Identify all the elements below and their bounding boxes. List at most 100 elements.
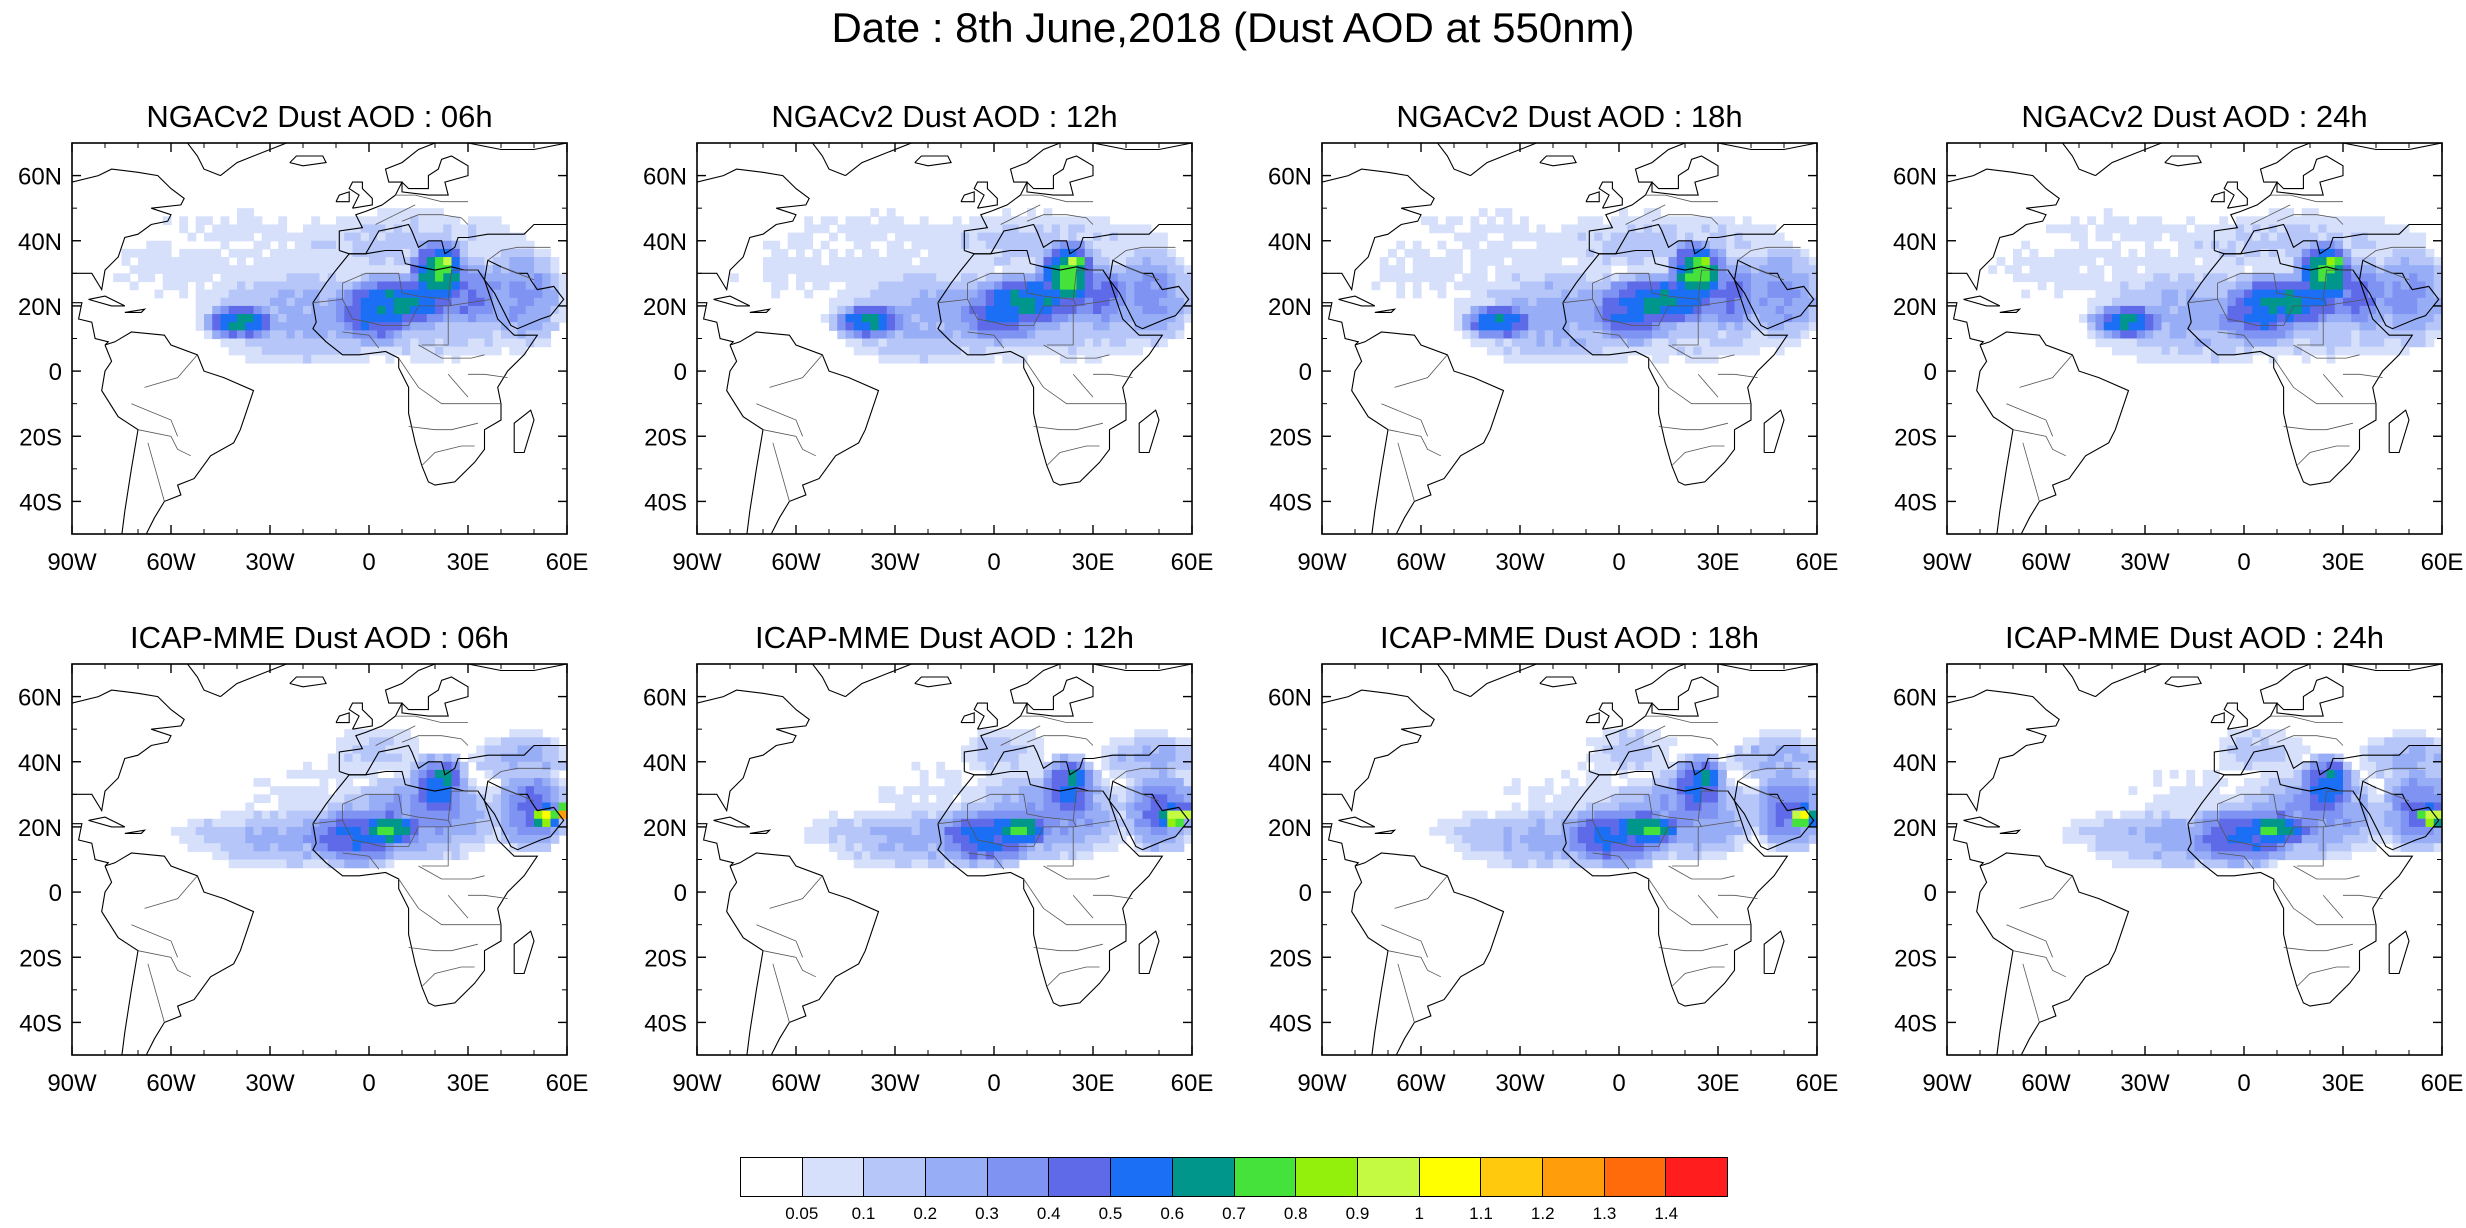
lon-tick-label: 60W [2021, 1070, 2071, 1097]
lon-tick-label: 30W [245, 549, 295, 576]
lat-tick-label: 20N [18, 815, 62, 842]
lon-tick-label: 90W [1922, 549, 1972, 576]
lat-tick-label: 40S [19, 489, 62, 516]
lat-tick-label: 40N [1268, 750, 1312, 777]
colorbar-box [741, 1158, 803, 1196]
lat-tick-label: 20S [1269, 424, 1312, 451]
lat-tick-label: 0 [674, 880, 687, 907]
lat-tick-label: 20N [1268, 815, 1312, 842]
panel-title: ICAP-MME Dust AOD : 18h [1380, 620, 1759, 655]
lon-tick-label: 0 [987, 1070, 1000, 1097]
lat-tick-label: 40S [1894, 1010, 1937, 1037]
lat-tick-label: 40N [1268, 229, 1312, 256]
lon-tick-label: 90W [1922, 1070, 1972, 1097]
colorbar-label: 0.2 [913, 1204, 937, 1224]
colorbar [740, 1157, 1728, 1197]
lon-tick-label: 60W [771, 549, 821, 576]
lon-tick-label: 60E [1796, 549, 1839, 576]
lon-tick-label: 30E [1697, 549, 1740, 576]
colorbar-label: 1.2 [1531, 1204, 1555, 1224]
lon-tick-label: 30W [1495, 549, 1545, 576]
lat-tick-label: 40S [644, 489, 687, 516]
lat-tick-label: 20S [1894, 945, 1937, 972]
lon-tick-label: 30W [2120, 549, 2170, 576]
colorbar-box [1666, 1158, 1727, 1196]
lat-tick-label: 60N [18, 685, 62, 712]
lat-tick-label: 40N [18, 229, 62, 256]
lon-tick-label: 30E [2322, 1070, 2365, 1097]
lat-tick-label: 40S [1269, 1010, 1312, 1037]
lat-tick-label: 40S [19, 1010, 62, 1037]
lon-tick-label: 30E [1072, 549, 1115, 576]
colorbar-box [988, 1158, 1050, 1196]
lat-tick-label: 20S [644, 945, 687, 972]
lat-tick-label: 60N [1893, 164, 1937, 191]
lon-tick-label: 0 [2237, 1070, 2250, 1097]
panel-title: ICAP-MME Dust AOD : 24h [2005, 620, 2384, 655]
colorbar-box [926, 1158, 988, 1196]
lon-tick-label: 60W [146, 1070, 196, 1097]
lat-tick-label: 20N [643, 294, 687, 321]
panel-title: NGACv2 Dust AOD : 18h [1396, 99, 1742, 134]
panel-title: ICAP-MME Dust AOD : 12h [755, 620, 1134, 655]
colorbar-box [803, 1158, 865, 1196]
lat-tick-label: 60N [1893, 685, 1937, 712]
colorbar-box [864, 1158, 926, 1196]
colorbar-box [1296, 1158, 1358, 1196]
colorbar-label: 0.9 [1346, 1204, 1370, 1224]
lat-tick-label: 0 [1299, 880, 1312, 907]
lon-tick-label: 60E [546, 549, 589, 576]
lat-tick-label: 20N [1893, 815, 1937, 842]
panel-title: ICAP-MME Dust AOD : 06h [130, 620, 509, 655]
colorbar-label: 0.7 [1222, 1204, 1246, 1224]
lon-tick-label: 60E [1171, 549, 1214, 576]
colorbar-box [1173, 1158, 1235, 1196]
colorbar-label: 0.1 [852, 1204, 876, 1224]
lat-tick-label: 0 [674, 359, 687, 386]
colorbar-label: 1.4 [1654, 1204, 1678, 1224]
lon-tick-label: 60E [1796, 1070, 1839, 1097]
lat-tick-label: 40S [1894, 489, 1937, 516]
colorbar-box [1605, 1158, 1667, 1196]
lat-tick-label: 60N [643, 685, 687, 712]
lon-tick-label: 30E [1697, 1070, 1740, 1097]
lon-tick-label: 60W [1396, 549, 1446, 576]
lon-tick-label: 0 [987, 549, 1000, 576]
lat-tick-label: 40N [1893, 229, 1937, 256]
lat-tick-label: 0 [1924, 359, 1937, 386]
lon-tick-label: 30W [1495, 1070, 1545, 1097]
lat-tick-label: 60N [18, 164, 62, 191]
lon-tick-label: 90W [672, 549, 722, 576]
lon-tick-label: 30W [870, 549, 920, 576]
lat-tick-label: 0 [49, 880, 62, 907]
lat-tick-label: 20N [643, 815, 687, 842]
lon-tick-label: 90W [672, 1070, 722, 1097]
lat-tick-label: 0 [1299, 359, 1312, 386]
lat-tick-label: 20N [1268, 294, 1312, 321]
lon-tick-label: 90W [47, 549, 97, 576]
lon-tick-label: 30W [245, 1070, 295, 1097]
lon-tick-label: 0 [2237, 549, 2250, 576]
panel-title: NGACv2 Dust AOD : 12h [771, 99, 1117, 134]
lat-tick-label: 20S [644, 424, 687, 451]
colorbar-label: 1.1 [1469, 1204, 1493, 1224]
lat-tick-label: 20N [18, 294, 62, 321]
colorbar-label: 0.6 [1160, 1204, 1184, 1224]
lat-tick-label: 20S [19, 424, 62, 451]
lon-tick-label: 0 [1612, 549, 1625, 576]
lon-tick-label: 60W [146, 549, 196, 576]
lon-tick-label: 60W [2021, 549, 2071, 576]
colorbar-label: 0.4 [1037, 1204, 1061, 1224]
lon-tick-label: 30E [1072, 1070, 1115, 1097]
colorbar-box [1420, 1158, 1482, 1196]
lon-tick-label: 90W [1297, 1070, 1347, 1097]
lat-tick-label: 40N [1893, 750, 1937, 777]
lon-tick-label: 30W [2120, 1070, 2170, 1097]
lon-tick-label: 60W [771, 1070, 821, 1097]
lon-tick-label: 0 [1612, 1070, 1625, 1097]
